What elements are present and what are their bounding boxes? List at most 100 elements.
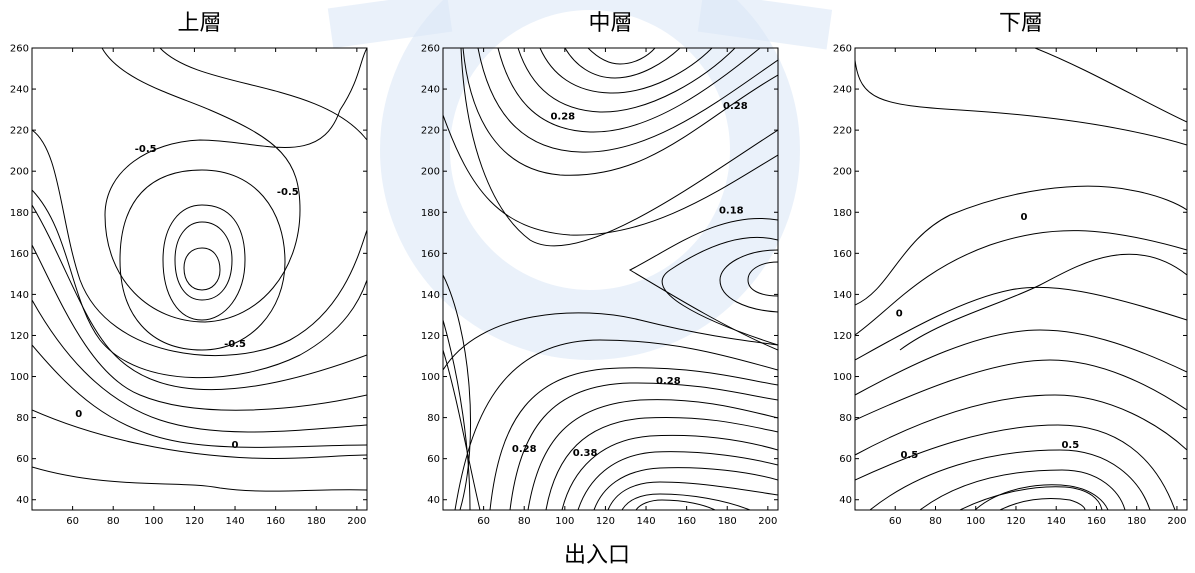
contour-line xyxy=(443,274,472,510)
x-tick-label: 160 xyxy=(266,516,285,527)
contour-line xyxy=(635,499,716,510)
y-tick-label: 40 xyxy=(427,495,440,506)
panel-title: 上層 xyxy=(177,11,221,36)
contour-line xyxy=(517,48,736,113)
contour-line xyxy=(183,247,221,291)
x-tick-label: 180 xyxy=(307,516,326,527)
contour-line xyxy=(719,249,778,313)
contour-line xyxy=(101,48,367,323)
x-tick-label: 60 xyxy=(477,516,490,527)
contour-line xyxy=(855,230,1187,336)
contour-label: -0.5 xyxy=(135,144,157,155)
contour-line xyxy=(999,497,1086,510)
x-tick-label: 200 xyxy=(1167,516,1186,527)
contour-line xyxy=(919,469,1126,510)
contour-line xyxy=(32,344,367,448)
x-tick-label: 200 xyxy=(758,516,777,527)
y-tick-label: 260 xyxy=(833,44,852,55)
y-tick-label: 180 xyxy=(421,208,440,219)
contour-panel-2: 中層 60 80 100 120 140 160 180 200 40 60 80 100 120 140 1… xyxy=(421,11,779,527)
x-tick-label: 120 xyxy=(1006,516,1025,527)
contour-line xyxy=(454,339,778,510)
y-tick-label: 240 xyxy=(421,85,440,96)
contour-label: 0 xyxy=(232,440,239,451)
contour-line xyxy=(32,129,367,356)
contour-line xyxy=(577,451,778,510)
x-tick-label: 60 xyxy=(66,516,79,527)
y-tick-label: 120 xyxy=(421,331,440,342)
contour-label: 0.28 xyxy=(550,111,575,122)
y-tick-label: 60 xyxy=(16,454,29,465)
contour-line xyxy=(959,486,1103,510)
plot-frame xyxy=(854,47,1188,511)
contour-line xyxy=(855,359,1187,421)
contour-label: 0 xyxy=(1021,212,1028,223)
x-tick-label: 200 xyxy=(347,516,366,527)
contour-line xyxy=(587,48,656,65)
y-tick-label: 100 xyxy=(833,372,852,383)
x-tick-label: 180 xyxy=(1127,516,1146,527)
contour-line xyxy=(527,399,778,510)
contour-line xyxy=(489,367,778,510)
contour-line xyxy=(32,189,367,379)
y-tick-label: 160 xyxy=(833,249,852,260)
contour-line xyxy=(443,319,471,510)
x-tick-label: 100 xyxy=(555,516,574,527)
y-tick-label: 220 xyxy=(833,126,852,137)
x-tick-label: 100 xyxy=(144,516,163,527)
plot-frame xyxy=(442,47,779,511)
x-tick-label: 140 xyxy=(1047,516,1066,527)
x-tick-label: 180 xyxy=(718,516,737,527)
contour-line xyxy=(32,204,367,391)
x-tick-label: 120 xyxy=(596,516,615,527)
y-tick-label: 60 xyxy=(839,454,852,465)
y-tick-label: 80 xyxy=(839,413,852,424)
contour-label: 0.28 xyxy=(723,101,748,112)
contour-line xyxy=(855,286,1187,361)
contour-line xyxy=(539,48,713,94)
contour-line xyxy=(561,434,778,510)
contour-label: 0.18 xyxy=(719,206,744,217)
x-tick-label: 160 xyxy=(1087,516,1106,527)
contour-line xyxy=(855,59,1187,146)
contour-line xyxy=(628,218,778,351)
contour-panel-3: 下層 60 80 100 120 140 160 180 200 40 60 80 100 120 140 1… xyxy=(833,11,1188,527)
contour-line xyxy=(32,409,367,459)
contour-label: 0.38 xyxy=(573,448,598,459)
contour-label: 0.5 xyxy=(900,450,918,461)
contour-panel-1: 上層 60 80 100 120 140 160 180 200 40 60 80 100 120 140 1… xyxy=(10,11,368,527)
y-tick-label: 200 xyxy=(10,167,29,178)
panel-title: 下層 xyxy=(999,11,1043,36)
contour-line xyxy=(855,424,1176,510)
y-tick-label: 140 xyxy=(421,290,440,301)
y-tick-label: 40 xyxy=(16,495,29,506)
contour-line xyxy=(32,299,367,433)
y-tick-label: 240 xyxy=(833,85,852,96)
y-tick-label: 140 xyxy=(10,290,29,301)
x-tick-label: 60 xyxy=(889,516,902,527)
x-tick-label: 80 xyxy=(107,516,120,527)
x-axis-label: 出入口 xyxy=(564,543,630,568)
x-tick-label: 100 xyxy=(966,516,985,527)
contour-lines xyxy=(855,48,1187,510)
contour-line xyxy=(443,114,778,236)
contour-line xyxy=(855,329,1187,396)
y-tick-label: 80 xyxy=(427,413,440,424)
contour-line xyxy=(747,261,778,297)
contour-line xyxy=(32,466,367,492)
contour-line xyxy=(593,467,778,510)
y-tick-label: 220 xyxy=(10,126,29,137)
contour-line xyxy=(443,312,778,371)
x-tick-label: 160 xyxy=(677,516,696,527)
contour-line xyxy=(661,236,778,346)
contour-label: 0 xyxy=(75,409,82,420)
contour-lines xyxy=(443,48,778,510)
y-tick-label: 120 xyxy=(833,331,852,342)
y-tick-label: 180 xyxy=(10,208,29,219)
contour-line xyxy=(621,493,751,510)
y-tick-label: 200 xyxy=(421,167,440,178)
contour-line xyxy=(460,48,778,247)
contour-line xyxy=(497,48,761,133)
y-tick-label: 100 xyxy=(421,372,440,383)
contour-line xyxy=(899,253,1187,351)
